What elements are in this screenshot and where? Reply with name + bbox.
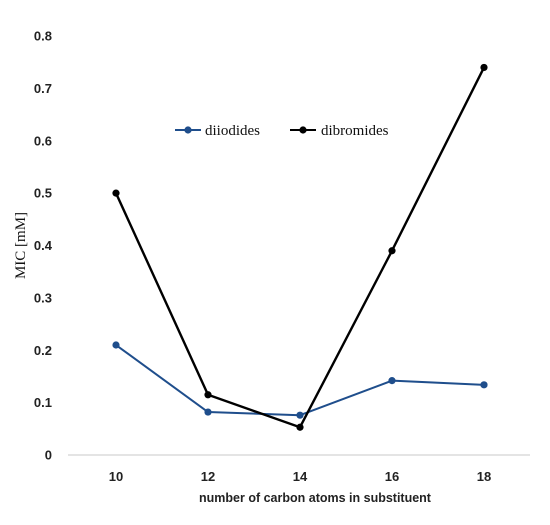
series-layer (112, 63, 488, 431)
data-point-dibromides (480, 63, 488, 72)
x-tick-label: 10 (109, 469, 123, 484)
data-point-dibromides (204, 391, 212, 399)
data-point-diiodides (112, 341, 120, 349)
legend-marker-dibromides (299, 126, 307, 134)
y-tick-label: 0.4 (34, 238, 53, 253)
series-line-dibromides (114, 66, 486, 429)
legend-label-dibromides: dibromides (321, 123, 389, 139)
data-point-dibromides (388, 247, 396, 255)
x-axis-ticks: 10 12 14 16 18 (109, 469, 491, 484)
y-tick-label: 0.8 (34, 29, 52, 44)
data-point-diiodides (388, 377, 396, 385)
y-tick-label: 0 (45, 448, 52, 463)
legend: diiodides dibromides (175, 123, 389, 139)
y-tick-label: 0.2 (34, 343, 52, 358)
data-point-dibromides (112, 189, 120, 197)
x-tick-label: 12 (201, 469, 215, 484)
x-tick-label: 16 (385, 469, 399, 484)
data-point-diiodides (296, 411, 304, 419)
y-axis-label: MIC [mM] (13, 212, 29, 279)
data-point-diiodides (480, 381, 488, 389)
y-tick-label: 0.5 (34, 186, 52, 201)
x-tick-label: 18 (477, 469, 491, 484)
y-axis-ticks: 0 0.1 0.2 0.3 0.4 0.5 0.6 0.7 0.8 (34, 29, 53, 463)
y-tick-label: 0.3 (34, 290, 52, 305)
legend-label-diiodides: diiodides (205, 123, 260, 139)
y-tick-label: 0.6 (34, 133, 52, 148)
legend-marker-diiodides (184, 126, 192, 134)
data-point-dibromides (296, 423, 304, 431)
series-line-diiodides (115, 344, 485, 417)
y-tick-label: 0.1 (34, 395, 52, 410)
x-tick-label: 14 (293, 469, 308, 484)
x-axis-label: number of carbon atoms in substituent (199, 491, 432, 505)
y-tick-label: 0.7 (34, 81, 52, 96)
data-point-diiodides (204, 408, 212, 416)
